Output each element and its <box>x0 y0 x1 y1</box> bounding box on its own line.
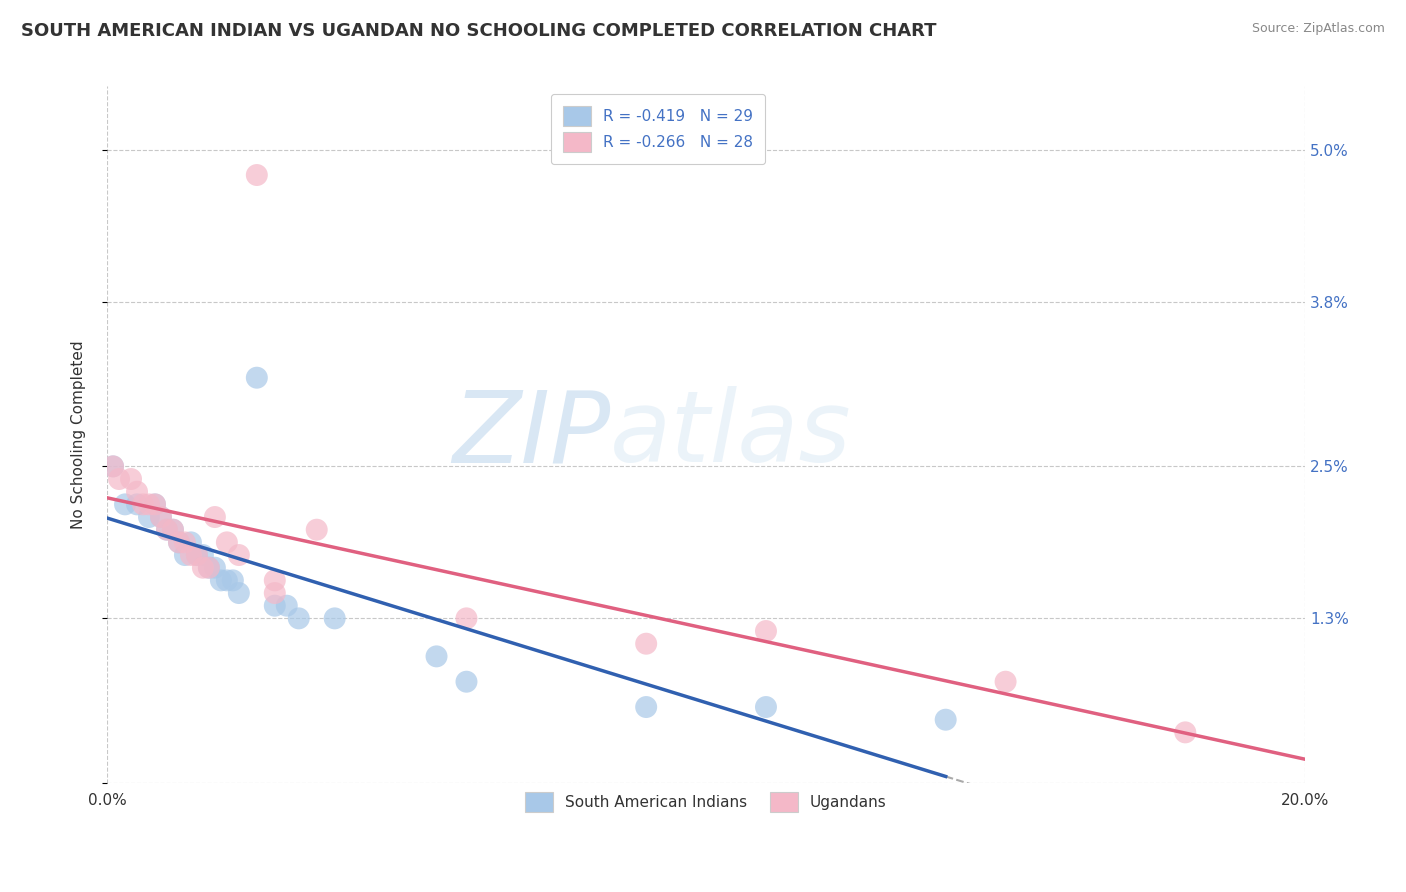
Point <box>132 497 155 511</box>
Point <box>636 637 658 651</box>
Point <box>456 611 478 625</box>
Legend: South American Indians, Ugandans: South American Indians, Ugandans <box>513 780 898 824</box>
Point <box>186 548 208 562</box>
Point <box>156 523 179 537</box>
Point <box>162 523 184 537</box>
Point <box>162 523 184 537</box>
Point <box>215 574 238 588</box>
Point <box>149 510 172 524</box>
Point <box>156 523 179 537</box>
Point <box>125 484 148 499</box>
Point <box>305 523 328 537</box>
Point <box>191 560 214 574</box>
Point <box>636 700 658 714</box>
Point <box>143 497 166 511</box>
Point <box>138 510 160 524</box>
Point <box>198 560 221 574</box>
Point <box>186 548 208 562</box>
Point <box>209 574 232 588</box>
Point <box>191 548 214 562</box>
Point <box>263 574 285 588</box>
Point <box>180 535 202 549</box>
Point <box>138 497 160 511</box>
Point <box>263 586 285 600</box>
Point <box>204 510 226 524</box>
Point <box>198 560 221 574</box>
Point <box>228 548 250 562</box>
Point <box>101 459 124 474</box>
Point <box>174 535 197 549</box>
Text: Source: ZipAtlas.com: Source: ZipAtlas.com <box>1251 22 1385 36</box>
Point <box>755 700 778 714</box>
Y-axis label: No Schooling Completed: No Schooling Completed <box>72 341 86 529</box>
Point <box>120 472 142 486</box>
Point <box>1174 725 1197 739</box>
Point <box>101 459 124 474</box>
Point <box>456 674 478 689</box>
Point <box>425 649 447 664</box>
Point <box>114 497 136 511</box>
Point <box>994 674 1017 689</box>
Point <box>108 472 131 486</box>
Text: atlas: atlas <box>610 386 852 483</box>
Point <box>143 497 166 511</box>
Point <box>222 574 245 588</box>
Point <box>287 611 309 625</box>
Point <box>276 599 298 613</box>
Point <box>149 510 172 524</box>
Point <box>125 497 148 511</box>
Point <box>935 713 957 727</box>
Point <box>323 611 346 625</box>
Point <box>204 560 226 574</box>
Point <box>263 599 285 613</box>
Point <box>215 535 238 549</box>
Point <box>174 548 197 562</box>
Point <box>180 548 202 562</box>
Point <box>246 370 269 384</box>
Point <box>246 168 269 182</box>
Text: SOUTH AMERICAN INDIAN VS UGANDAN NO SCHOOLING COMPLETED CORRELATION CHART: SOUTH AMERICAN INDIAN VS UGANDAN NO SCHO… <box>21 22 936 40</box>
Point <box>755 624 778 638</box>
Point <box>167 535 190 549</box>
Point <box>228 586 250 600</box>
Point <box>167 535 190 549</box>
Text: ZIP: ZIP <box>451 386 610 483</box>
